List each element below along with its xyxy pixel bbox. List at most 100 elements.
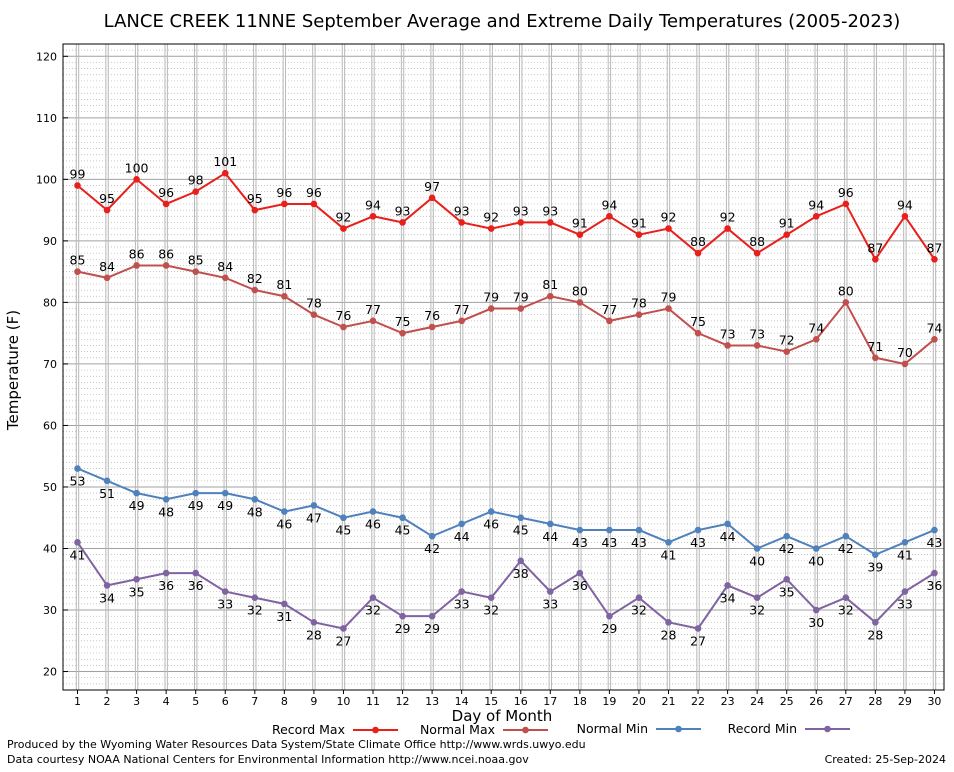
x-tick-label: 9 [310,695,317,708]
record-max-point [103,206,111,214]
record-max-legend-marker [372,726,379,734]
created-date: Created: 25-Sep-2024 [825,753,946,766]
x-tick-label: 11 [366,695,380,708]
normal-min-point [872,551,879,558]
record-min-point [842,594,850,602]
record-min-data-label: 32 [838,603,854,618]
normal-min-data-label: 44 [454,529,470,544]
normal-max-point [694,329,702,337]
y-tick-label: 110 [36,112,57,125]
legend: Record Max Normal Max Normal Min Record Min [272,721,850,737]
normal-min-point [901,539,909,546]
record-max-data-label: 99 [70,167,86,182]
record-max-data-label: 91 [779,216,795,231]
normal-min-data-label: 40 [808,553,824,568]
x-tick-label: 6 [222,695,229,708]
normal-max-point [340,323,347,331]
record-min-point [665,619,672,626]
normal-max-point [517,305,525,312]
normal-min-data-label: 45 [335,523,351,538]
y-tick-label: 100 [36,173,57,186]
record-min-series: 41 34 35 36 36 33 32 31 28 27 32 29 29 33 32 38 33 36 29 32… [70,539,942,648]
normal-min-point [783,532,790,540]
record-max-point [547,219,554,226]
normal-max-point [74,268,81,275]
normal-max-point [842,299,850,306]
normal-max-data-label: 75 [395,314,411,329]
record-max-point [162,200,170,208]
record-max-data-label: 95 [99,191,115,206]
normal-min-point [487,508,495,515]
normal-max-data-label: 73 [749,326,765,341]
record-min-point [724,582,731,589]
record-min-point [694,625,702,632]
normal-min-data-label: 41 [661,547,677,562]
normal-max-point [724,342,731,349]
record-max-data-label: 91 [572,216,588,231]
record-min-data-label: 31 [276,609,292,624]
normal-min-data-label: 46 [483,517,499,532]
normal-max-data-label: 78 [306,296,322,311]
x-tick-label: 18 [573,695,587,708]
normal-max-point [192,268,199,275]
y-tick-label: 120 [36,50,57,63]
x-tick-label: 15 [484,695,498,708]
x-tick-label: 19 [602,695,616,708]
record-max-data-label: 88 [690,234,706,249]
normal-max-data-label: 73 [720,326,736,341]
record-max-data-label: 88 [749,234,765,249]
normal-min-series: 53 51 49 48 49 49 48 46 47 45 46 45 42 44 46 45 44 43 43 43… [70,465,942,575]
normal-min-data-label: 43 [690,535,706,550]
record-min-data-label: 35 [129,584,145,599]
record-min-line [76,541,935,630]
normal-min-data-label: 47 [306,510,322,525]
normal-min-data-label: 42 [838,541,854,556]
record-min-point [783,575,790,583]
normal-min-point [635,526,643,534]
x-tick-label: 4 [163,695,170,708]
record-min-legend-label: Record Min [728,721,797,736]
record-max-point [310,200,318,208]
record-max-point [221,169,229,177]
record-min-point [133,575,140,583]
normal-min-point [694,526,702,534]
record-min-point [547,588,554,595]
record-max-point [901,212,909,220]
record-max-point [694,249,702,257]
record-max-point [428,194,436,202]
y-tick-label: 40 [43,542,57,555]
normal-max-data-label: 80 [572,283,588,298]
normal-max-data-label: 79 [483,290,499,305]
normal-max-point [783,348,790,355]
normal-min-point [369,508,377,515]
normal-max-point [606,317,613,325]
normal-max-point [310,311,318,319]
record-min-data-label: 29 [601,621,617,636]
record-max-data-label: 91 [631,216,647,231]
record-max-point [340,225,347,232]
normal-min-data-label: 49 [217,498,233,513]
record-min-point [458,588,465,595]
normal-min-data-label: 42 [424,541,440,556]
x-tick-label: 10 [336,695,350,708]
x-tick-label: 5 [192,695,199,708]
record-min-point [74,539,81,546]
y-tick-label: 50 [43,481,57,494]
record-min-data-label: 36 [572,578,588,593]
record-max-data-label: 94 [808,197,824,212]
record-max-data-label: 87 [926,240,942,255]
record-min-point [281,600,288,608]
normal-min-line [77,467,935,556]
record-max-point [74,182,81,189]
record-max-data-label: 92 [335,210,351,225]
x-tick-label: 3 [133,695,140,708]
record-min-data-label: 35 [779,584,795,599]
normal-max-point [753,342,761,349]
normal-max-data-label: 79 [513,290,529,305]
record-max-point [724,225,731,232]
normal-max-data-label: 76 [335,308,351,323]
normal-min-data-label: 46 [365,517,381,532]
record-max-data-label: 98 [188,173,204,188]
